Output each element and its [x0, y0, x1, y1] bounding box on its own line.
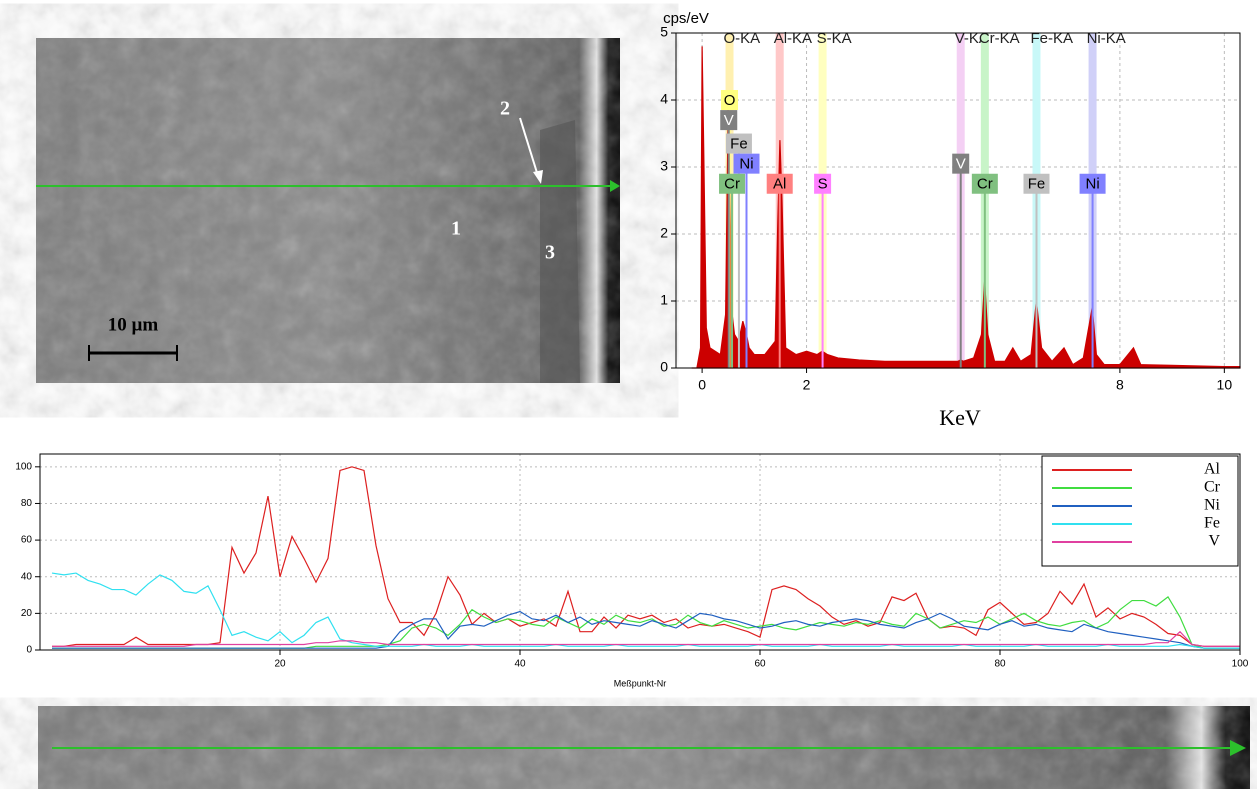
y-tick-label: 4 [660, 91, 668, 107]
peak-label: Fe [1028, 176, 1046, 193]
series-line [52, 573, 1240, 648]
legend-label: Cr [1204, 479, 1221, 496]
x-axis-label: Meßpunkt-Nr [614, 678, 667, 688]
region-label: 1 [451, 218, 461, 240]
region-label: 2 [500, 98, 510, 120]
y-tick-label: 0 [660, 359, 668, 375]
y-tick-label: 100 [15, 461, 32, 472]
sem-strip [38, 706, 1250, 789]
spectrum [692, 46, 1240, 368]
legend-label: Al [1204, 461, 1221, 478]
page: 2 1 3 10 µm 01234502810O-KAAl-KAS-KAV-KA… [0, 0, 1257, 789]
legend-label: Fe [1204, 515, 1220, 532]
peak-label: V [956, 156, 966, 173]
legend-label: Ni [1204, 497, 1221, 514]
peak-label: Fe [730, 136, 748, 153]
x-tick-label: 80 [994, 659, 1006, 670]
x-tick-label: 0 [698, 377, 706, 393]
x-tick-label: 8 [1116, 377, 1124, 393]
y-tick-label: 20 [21, 608, 33, 619]
figure: 2 1 3 10 µm 01234502810O-KAAl-KAS-KAV-KA… [0, 0, 1257, 789]
x-axis-label: KeV [939, 405, 981, 430]
x-tick-label: 100 [1232, 659, 1249, 670]
series-line [52, 632, 1240, 647]
y-tick-label: 3 [660, 158, 668, 174]
peak-label: Ni [739, 156, 753, 173]
y-tick-label: 80 [21, 498, 33, 509]
x-tick-label: 2 [803, 377, 811, 393]
y-axis-label: cps/eV [663, 10, 709, 27]
peak-label: Cr [977, 176, 993, 193]
peak-label: Ni [1085, 176, 1099, 193]
peak-label: V [724, 112, 734, 129]
sem-image: 2 1 3 10 µm [36, 38, 620, 383]
y-tick-label: 60 [21, 535, 33, 546]
y-tick-label: 2 [660, 225, 668, 241]
peak-label: Cr [724, 176, 740, 193]
legend-label: V [1208, 533, 1220, 550]
peak-label: S [818, 176, 828, 193]
x-tick-label: 10 [1217, 377, 1233, 393]
peak-label: O [724, 92, 736, 109]
y-tick-label: 1 [660, 292, 668, 308]
x-tick-label: 40 [514, 659, 526, 670]
x-tick-label: 20 [274, 659, 286, 670]
x-tick-label: 60 [754, 659, 766, 670]
scale-bar-label: 10 µm [108, 314, 159, 335]
y-tick-label: 40 [21, 571, 33, 582]
series-line [52, 597, 1240, 648]
y-tick-label: 0 [26, 645, 32, 656]
peak-label: Al [773, 176, 786, 193]
region-label: 3 [545, 242, 555, 264]
